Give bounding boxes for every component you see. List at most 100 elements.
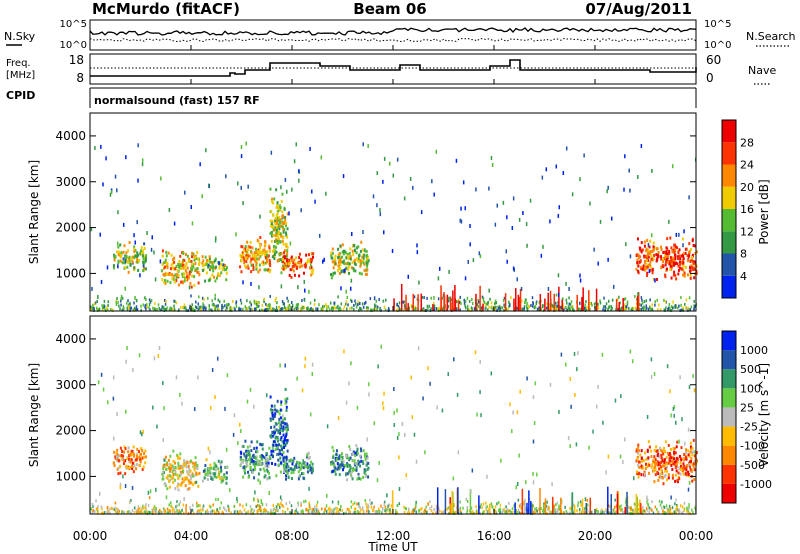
echo-cell: [251, 508, 253, 512]
echo-cell: [285, 477, 288, 481]
echo-cell: [138, 353, 141, 358]
echo-cell: [673, 250, 676, 254]
echo-cell: [468, 299, 471, 303]
echo-cell: [636, 237, 639, 241]
echo-cell: [176, 453, 179, 457]
echo-cell: [245, 511, 248, 515]
echo-cell: [558, 409, 560, 414]
echo-cell: [558, 504, 560, 508]
echo-cell: [251, 257, 254, 261]
x-tick-label: 08:00: [275, 529, 310, 543]
echo-cell: [690, 257, 693, 261]
echo-cell: [213, 510, 216, 514]
echo-cell: [181, 465, 184, 469]
echo-cell: [347, 457, 350, 461]
echo-cell: [663, 475, 666, 479]
echo-cell: [607, 299, 610, 303]
echo-cell: [273, 431, 276, 435]
echo-cell: [196, 463, 199, 467]
echo-cell: [540, 253, 543, 258]
echo-cell: [282, 242, 285, 246]
echo-cell: [302, 306, 304, 310]
echo-cell: [152, 405, 154, 410]
echo-cell: [295, 307, 298, 311]
echo-cell: [254, 247, 257, 251]
echo-cell: [181, 280, 184, 284]
echo-cell: [626, 300, 629, 304]
echo-cell: [644, 466, 647, 470]
echo-cell: [689, 465, 692, 469]
echo-cell: [366, 437, 368, 442]
echo-cell: [532, 480, 535, 485]
echo-cell: [258, 285, 260, 290]
echo-cell: [657, 510, 660, 514]
echo-cell: [241, 245, 244, 249]
echo-cell: [476, 511, 478, 515]
echo-cell: [203, 263, 206, 267]
echo-cell: [403, 196, 406, 201]
echo-cell: [670, 259, 673, 263]
echo-cell: [567, 306, 570, 310]
colorbar-segment: [722, 331, 736, 351]
echo-cell: [285, 458, 288, 462]
echo-cell: [365, 272, 368, 276]
echo-cell: [141, 162, 144, 167]
echo-cell: [296, 461, 299, 465]
echo-cell: [406, 511, 409, 515]
echo-cell: [338, 511, 340, 515]
echo-cell: [577, 504, 579, 508]
echo-cell: [348, 251, 351, 255]
echo-cell: [361, 507, 364, 511]
echo-cell: [274, 218, 277, 222]
echo-cell: [274, 217, 277, 221]
echo-cell: [676, 507, 678, 511]
echo-cell: [103, 304, 106, 308]
echo-cell: [674, 460, 677, 464]
echo-cell: [281, 453, 284, 457]
echo-cell: [173, 307, 176, 311]
echo-cell: [424, 308, 426, 312]
echo-cell: [350, 232, 353, 237]
echo-cell: [491, 162, 494, 167]
echo-cell: [124, 266, 127, 270]
echo-spike: [539, 487, 541, 514]
echo-cell: [673, 304, 676, 308]
echo-cell: [222, 511, 224, 515]
echo-cell: [172, 466, 175, 470]
echo-cell: [605, 302, 608, 306]
echo-cell: [180, 306, 182, 310]
echo-cell: [308, 486, 310, 491]
echo-cell: [640, 456, 643, 460]
echo-cell: [258, 308, 261, 312]
echo-cell: [246, 264, 249, 268]
echo-cell: [538, 308, 541, 312]
echo-cell: [352, 253, 355, 257]
echo-cell: [275, 474, 278, 478]
echo-cell: [629, 506, 632, 510]
echo-cell: [241, 251, 244, 255]
echo-cell: [618, 505, 621, 509]
x-tick-label: 00:00: [679, 529, 714, 543]
frequency-trace: [90, 59, 697, 77]
echo-cell: [438, 266, 441, 271]
echo-cell: [203, 297, 205, 301]
echo-cell: [316, 511, 319, 515]
echo-cell: [347, 257, 350, 261]
echo-cell: [182, 305, 184, 309]
echo-cell: [297, 503, 300, 507]
echo-cell: [396, 511, 399, 515]
echo-cell: [653, 455, 656, 459]
echo-cell: [256, 440, 259, 444]
echo-cell: [294, 510, 296, 514]
echo-cell: [584, 303, 586, 307]
echo-cell: [137, 143, 139, 148]
echo-cell: [209, 463, 212, 467]
echo-cell: [367, 505, 370, 509]
echo-cell: [285, 254, 288, 258]
echo-cell: [271, 234, 274, 238]
echo-cell: [617, 307, 619, 311]
echo-cell: [310, 252, 313, 256]
echo-cell: [163, 510, 166, 514]
echo-cell: [641, 511, 643, 515]
echo-cell: [276, 507, 278, 511]
